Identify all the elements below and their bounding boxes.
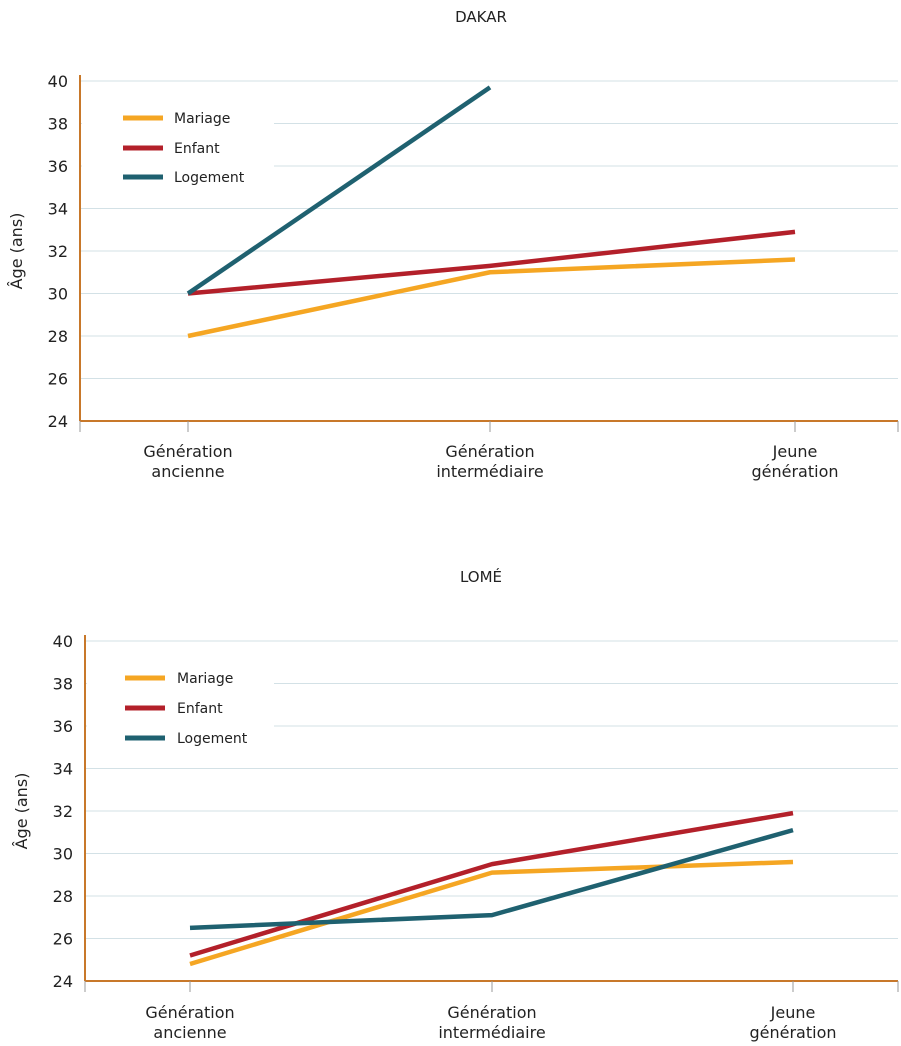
x-category-label-line: intermédiaire — [438, 1023, 545, 1042]
series-line-enfant — [187, 229, 796, 296]
x-category-label-line: Génération — [145, 1003, 234, 1022]
y-tick-label: 32 — [53, 802, 73, 821]
y-tick-label: 36 — [48, 157, 68, 176]
x-category-label-line: Génération — [447, 1003, 536, 1022]
series-line-enfant — [189, 810, 794, 958]
y-tick-label: 30 — [53, 845, 73, 864]
chart-title: DAKAR — [455, 8, 507, 26]
x-category-label-line: intermédiaire — [436, 462, 543, 481]
y-tick-label: 24 — [48, 412, 68, 431]
series-line-mariage — [189, 859, 794, 967]
legend-label-mariage: Mariage — [174, 111, 230, 127]
y-tick-label: 28 — [48, 327, 68, 346]
y-tick-label: 32 — [48, 242, 68, 261]
y-axis-label: Âge (ans) — [12, 773, 31, 850]
y-tick-label: 36 — [53, 717, 73, 736]
y-tick-label: 30 — [48, 285, 68, 304]
y-tick-label: 28 — [53, 887, 73, 906]
x-category-label: Jeune génération — [749, 1003, 836, 1042]
x-category-label-line: ancienne — [153, 1023, 226, 1042]
x-category-label-line: Jeune — [772, 442, 818, 461]
x-category-label: Génération ancienne — [145, 1003, 234, 1042]
series-line-logement — [186, 85, 492, 296]
y-tick-label: 34 — [48, 200, 68, 219]
legend-label-logement: Logement — [174, 170, 245, 186]
legend-label-enfant: Enfant — [177, 701, 223, 717]
x-category-label-line: Jeune — [770, 1003, 816, 1022]
series-line-mariage — [187, 257, 796, 339]
y-tick-label: 40 — [53, 632, 73, 651]
y-tick-label: 40 — [48, 72, 68, 91]
legend-label-logement: Logement — [177, 731, 248, 747]
x-category-label: Jeune génération — [751, 442, 838, 481]
legend-background — [87, 643, 274, 756]
chart-title: LOMÉ — [460, 567, 502, 586]
legend-background — [82, 83, 274, 195]
x-category-label-line: Génération — [143, 442, 232, 461]
y-tick-label: 38 — [53, 675, 73, 694]
x-category-label: Génération intermédiaire — [436, 442, 543, 481]
y-tick-label: 26 — [53, 930, 73, 949]
chart-panel-1: DAKAR 24 26 28 30 32 34 36 38 40 Âge (ans) Générati… — [7, 8, 899, 481]
y-tick-label: 38 — [48, 115, 68, 134]
y-axis-label: Âge (ans) — [7, 213, 26, 290]
y-tick-label: 26 — [48, 370, 68, 389]
series-line-logement — [189, 827, 794, 931]
legend-label-enfant: Enfant — [174, 141, 220, 157]
x-category-label: Génération intermédiaire — [438, 1003, 545, 1042]
x-category-label: Génération ancienne — [143, 442, 232, 481]
legend-label-mariage: Mariage — [177, 671, 233, 687]
y-tick-label: 34 — [53, 760, 73, 779]
x-category-label-line: génération — [749, 1023, 836, 1042]
y-tick-label: 24 — [53, 972, 73, 991]
x-category-label-line: génération — [751, 462, 838, 481]
x-category-label-line: Génération — [445, 442, 534, 461]
x-category-label-line: ancienne — [151, 462, 224, 481]
chart-panel-2: LOMÉ 24 26 28 30 32 34 36 38 40 Âge (ans) Génératio… — [12, 567, 899, 1042]
